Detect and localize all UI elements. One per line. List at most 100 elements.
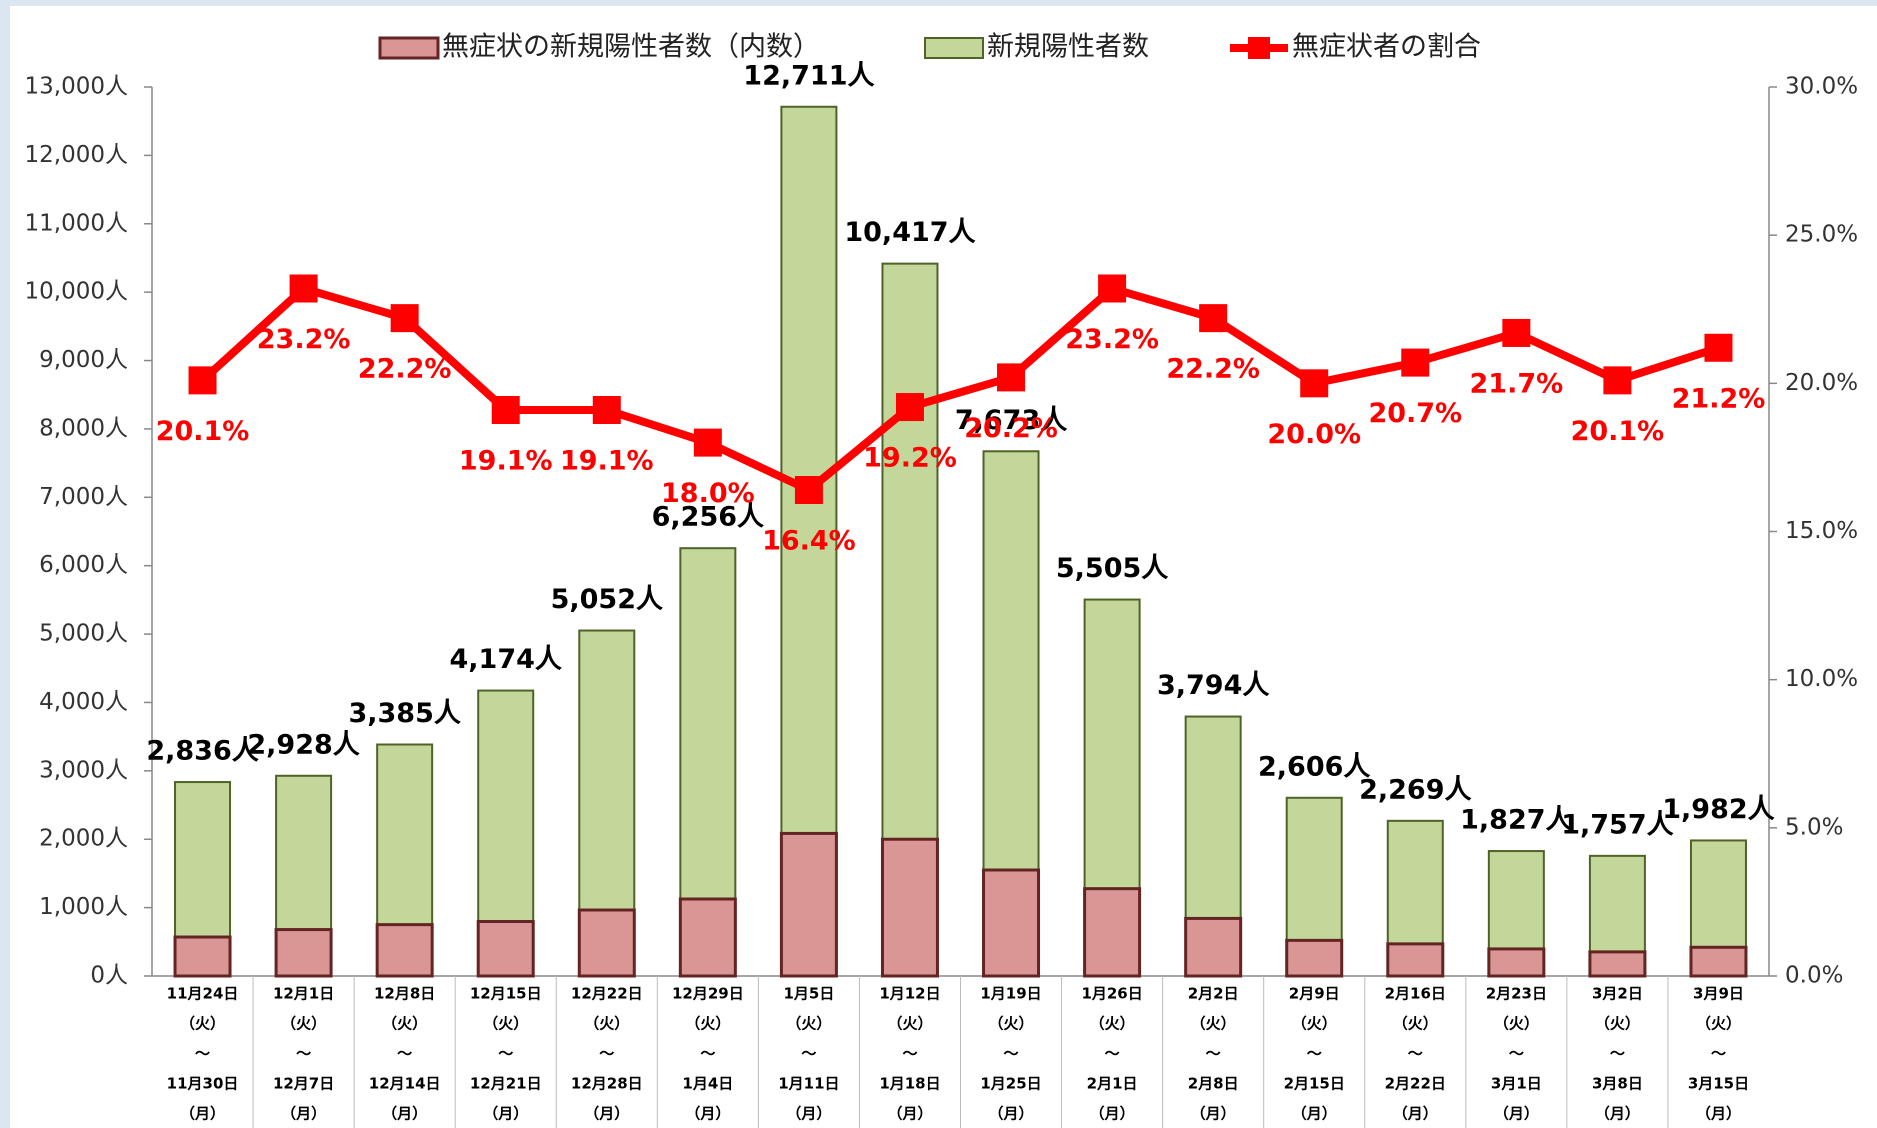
y2-tick-label: 15.0% (1785, 518, 1858, 544)
x-tick-label: 1月12日 (879, 985, 940, 1003)
x-tick-label: ～ (296, 1045, 311, 1063)
bar-value-label: 6,256人 (652, 502, 764, 533)
x-tick-label: 2月22日 (1385, 1075, 1446, 1093)
y2-tick-label: 30.0% (1785, 74, 1858, 100)
line-value-label: 23.2% (257, 324, 351, 355)
x-tick-label: （月） (786, 1105, 831, 1123)
x-tick-label: ～ (902, 1045, 917, 1063)
y-tick-label: 0人 (90, 963, 128, 989)
x-tick-label: 1月19日 (980, 985, 1041, 1003)
bar (577, 908, 636, 978)
x-tick-label: 12月22日 (571, 985, 643, 1003)
y-tick-label: 8,000人 (39, 415, 128, 441)
x-tick-label: （火） (887, 1015, 932, 1033)
x-tick-label: （火） (685, 1015, 730, 1033)
bar (173, 935, 232, 978)
bar-value-label: 10,417人 (844, 217, 975, 248)
legend-label: 新規陽性者数 (987, 32, 1149, 63)
y2-tick-label: 20.0% (1785, 370, 1858, 396)
line-value-label: 21.7% (1470, 368, 1564, 399)
bar (1386, 942, 1445, 978)
bar-value-label: 5,505人 (1056, 553, 1168, 584)
x-tick-label: （月） (382, 1105, 427, 1123)
bar (1285, 938, 1344, 978)
line-marker (1401, 348, 1430, 377)
x-tick-label: 3月8日 (1592, 1075, 1643, 1093)
x-tick-label: 1月25日 (980, 1075, 1041, 1093)
line-value-label: 20.1% (1571, 416, 1665, 447)
y2-tick-label: 0.0% (1785, 963, 1843, 989)
line-value-label: 20.7% (1368, 398, 1462, 429)
x-tick-label: ～ (1004, 1045, 1019, 1063)
bar-value-label: 1,827人 (1460, 805, 1572, 836)
x-tick-label: （月） (1090, 1105, 1135, 1123)
x-tick-label: （月） (1696, 1105, 1741, 1123)
line-value-label: 22.2% (358, 354, 452, 385)
bar-value-label: 3,794人 (1157, 670, 1269, 701)
x-tick-label: （月） (887, 1105, 932, 1123)
x-tick-label: 2月1日 (1087, 1075, 1138, 1093)
x-tick-label: （火） (989, 1015, 1034, 1033)
legend-swatch (378, 36, 440, 60)
line-value-label: 19.2% (863, 443, 957, 474)
x-tick-label: （月） (1595, 1105, 1640, 1123)
x-tick-label: 11月30日 (167, 1075, 239, 1093)
line-marker (592, 396, 621, 425)
line-value-label: 20.1% (156, 416, 250, 447)
x-tick-label: （月） (1494, 1105, 1539, 1123)
bar (880, 837, 939, 978)
x-tick-label: ～ (1206, 1045, 1221, 1063)
line-marker (1199, 304, 1228, 333)
y-tick-label: 5,000人 (39, 621, 128, 647)
bar-value-label: 4,174人 (450, 644, 562, 675)
legend-label: 無症状の新規陽性者数（内数） (442, 32, 820, 63)
legend-label: 無症状者の割合 (1292, 32, 1481, 63)
line-marker (895, 393, 924, 422)
y2-tick-label: 25.0% (1785, 222, 1858, 248)
x-tick-label: 12月1日 (273, 985, 334, 1003)
x-tick-label: ～ (498, 1045, 513, 1063)
line-value-label: 22.2% (1166, 354, 1260, 385)
y-tick-label: 11,000人 (25, 210, 128, 236)
line-value-label: 18.0% (661, 478, 755, 509)
bar (1184, 916, 1243, 978)
line-marker (1603, 366, 1632, 395)
x-tick-label: 12月7日 (273, 1075, 334, 1093)
x-tick-label: ～ (801, 1045, 816, 1063)
bar-value-label: 3,385人 (348, 698, 460, 729)
bar (1588, 950, 1647, 978)
bar (982, 868, 1041, 978)
y-tick-label: 13,000人 (25, 74, 128, 100)
x-tick-label: （火） (1595, 1015, 1640, 1033)
x-tick-label: ～ (700, 1045, 715, 1063)
line-value-label: 16.4% (762, 526, 856, 557)
line-marker (1300, 369, 1329, 398)
line (199, 284, 1720, 495)
x-tick-label: ～ (1711, 1045, 1726, 1063)
line-marker (491, 396, 520, 425)
x-tick-label: ～ (1307, 1045, 1322, 1063)
x-tick-label: （月） (1393, 1105, 1438, 1123)
line-value-label: 20.0% (1267, 419, 1361, 450)
y-tick-label: 10,000人 (25, 279, 128, 305)
x-tick-label: 3月9日 (1693, 985, 1744, 1003)
bar (1689, 945, 1748, 978)
x-tick-label: 12月14日 (369, 1075, 441, 1093)
line-marker (1098, 274, 1127, 303)
x-tick-label: ～ (1105, 1045, 1120, 1063)
y2-tick-label: 5.0% (1785, 814, 1843, 840)
x-tick-label: 12月28日 (571, 1075, 643, 1093)
bar (375, 923, 434, 978)
bar (1083, 887, 1142, 978)
y-tick-label: 7,000人 (39, 484, 128, 510)
y-tick-label: 9,000人 (39, 347, 128, 373)
line-marker (188, 366, 217, 395)
y-tick-label: 12,000人 (25, 142, 128, 168)
bar-value-label: 7,673人 (955, 405, 1067, 436)
x-tick-label: （火） (1292, 1015, 1337, 1033)
legend-swatch-marker (1248, 37, 1270, 59)
x-tick-label: 2月8日 (1188, 1075, 1239, 1093)
bar-value-label: 2,606人 (1258, 751, 1370, 782)
y-tick-label: 6,000人 (39, 552, 128, 578)
